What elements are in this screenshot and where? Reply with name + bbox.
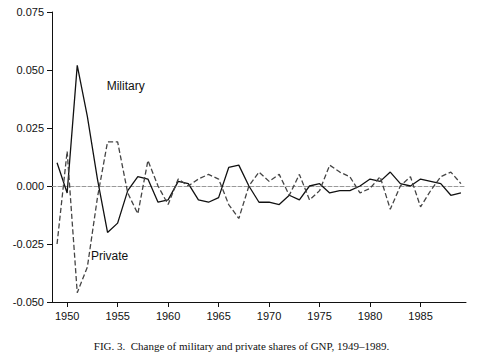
svg-text:1985: 1985: [408, 310, 432, 322]
svg-text:FIG. 3. Change of military an: FIG. 3. Change of military and private s…: [94, 340, 390, 352]
svg-text:-0.050: -0.050: [13, 296, 44, 308]
svg-text:Military: Military: [107, 79, 145, 93]
svg-text:0.025: 0.025: [16, 122, 44, 134]
svg-text:1970: 1970: [257, 310, 281, 322]
svg-text:0.075: 0.075: [16, 6, 44, 18]
svg-text:1965: 1965: [206, 310, 230, 322]
svg-text:1980: 1980: [358, 310, 382, 322]
svg-text:1955: 1955: [105, 310, 129, 322]
svg-text:1960: 1960: [156, 310, 180, 322]
svg-text:1975: 1975: [307, 310, 331, 322]
svg-text:0.000: 0.000: [16, 180, 44, 192]
svg-text:Private: Private: [91, 249, 129, 263]
svg-text:0.050: 0.050: [16, 64, 44, 76]
svg-text:-0.025: -0.025: [13, 238, 44, 250]
svg-text:1950: 1950: [55, 310, 79, 322]
